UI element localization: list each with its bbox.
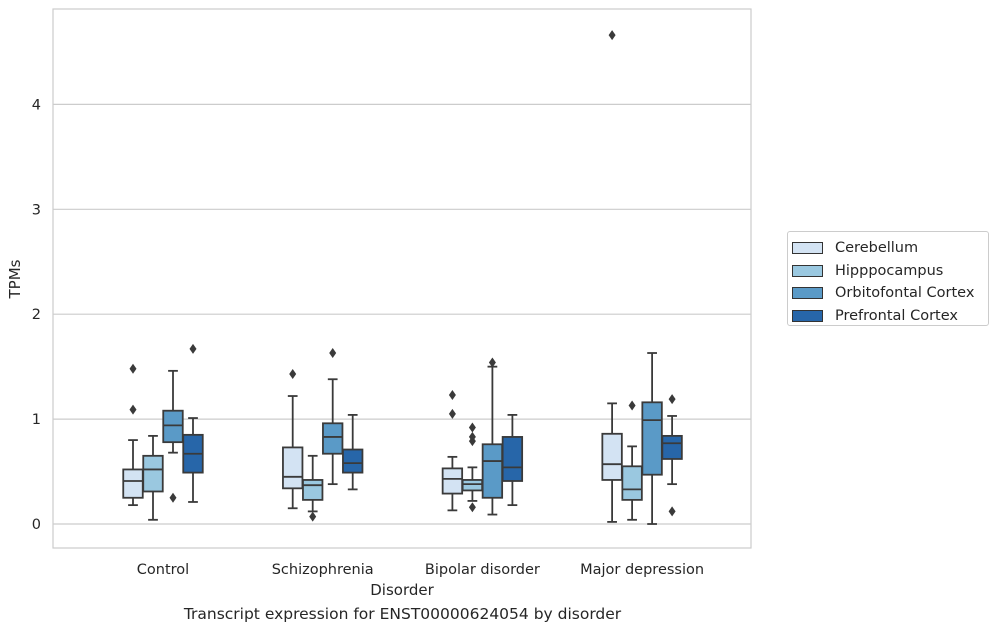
legend-item: Hipppocampus xyxy=(792,260,988,283)
x-tick-label: Schizophrenia xyxy=(272,562,374,578)
box-body xyxy=(302,479,324,501)
box-cerebellum xyxy=(601,30,623,523)
box-body xyxy=(501,436,524,482)
outlier-point xyxy=(448,389,456,400)
legend-label: Prefrontal Cortex xyxy=(835,307,958,324)
box-body xyxy=(342,448,364,474)
legend-item: Prefrontal Cortex xyxy=(792,305,988,328)
outlier-point xyxy=(468,422,476,433)
outlier-point xyxy=(468,431,476,442)
legend-label: Orbitofontal Cortex xyxy=(835,285,975,302)
x-tick-label: Bipolar disorder xyxy=(425,562,540,578)
legend-label: Cerebellum xyxy=(835,240,919,257)
legend-swatch xyxy=(792,242,823,255)
outlier-point xyxy=(488,357,496,368)
box-orbitofontal-cortex xyxy=(322,348,344,486)
box-cerebellum xyxy=(282,368,304,510)
outlier-point xyxy=(468,502,476,513)
legend-label: Hipppocampus xyxy=(835,262,944,279)
box-body xyxy=(162,409,184,444)
y-tick-label: 2 xyxy=(32,307,41,323)
outlier-point xyxy=(309,511,317,522)
box-hipppocampus xyxy=(302,454,324,522)
box-body xyxy=(461,479,484,492)
y-tick-label: 1 xyxy=(32,412,41,428)
x-axis-label: Disorder xyxy=(370,581,434,599)
outlier-point xyxy=(628,400,636,411)
outlier-point xyxy=(608,30,616,41)
y-tick-label: 3 xyxy=(32,202,41,218)
outlier-point xyxy=(329,348,337,359)
y-tick-label: 0 xyxy=(32,517,41,533)
box-body xyxy=(641,401,663,476)
y-tick-label: 4 xyxy=(32,97,41,113)
box-cerebellum xyxy=(441,389,464,512)
legend-swatch xyxy=(792,287,823,300)
chart-caption: Transcript expression for ENST0000062405… xyxy=(183,605,622,623)
box-hipppocampus xyxy=(461,422,484,513)
x-axis-ticks: Control Schizophrenia Bipolar disorder Majo… xyxy=(137,562,704,578)
x-tick-label: Control xyxy=(137,562,189,578)
box-body xyxy=(142,454,164,493)
box-body xyxy=(481,443,504,499)
box-body xyxy=(441,467,464,495)
outlier-point xyxy=(668,506,676,517)
outlier-point xyxy=(668,394,676,405)
outlier-point xyxy=(169,492,177,503)
box-body xyxy=(282,446,304,490)
plot-frame xyxy=(52,8,752,549)
box-body xyxy=(601,432,623,481)
legend: Cerebellum Hipppocampus Orbitofontal Corte… xyxy=(787,231,989,326)
box-plots xyxy=(122,30,683,525)
legend-swatch xyxy=(792,309,823,322)
box-orbitofontal-cortex xyxy=(481,357,504,516)
outlier-point xyxy=(129,363,137,374)
box-cerebellum xyxy=(122,363,144,507)
outlier-point xyxy=(129,404,137,415)
box-body xyxy=(621,465,643,501)
box-hipppocampus xyxy=(621,400,643,521)
box-orbitofontal-cortex xyxy=(162,369,184,503)
box-prefrontal-cortex xyxy=(661,394,683,517)
legend-item: Orbitofontal Cortex xyxy=(792,282,988,305)
outlier-point xyxy=(448,408,456,419)
outlier-point xyxy=(289,368,297,379)
x-tick-label: Major depression xyxy=(580,562,704,578)
box-prefrontal-cortex xyxy=(342,414,364,491)
y-axis-label: TPMs xyxy=(6,259,24,299)
outlier-point xyxy=(189,343,197,354)
box-hipppocampus xyxy=(142,434,164,521)
box-prefrontal-cortex xyxy=(501,414,524,507)
box-body xyxy=(122,468,144,499)
box-prefrontal-cortex xyxy=(182,343,204,503)
legend-swatch xyxy=(792,264,823,277)
box-body xyxy=(661,434,683,460)
box-body xyxy=(322,422,344,455)
box-orbitofontal-cortex xyxy=(641,352,663,525)
legend-item: Cerebellum xyxy=(792,237,988,260)
y-axis-ticks: 0 1 2 3 4 xyxy=(32,97,41,533)
